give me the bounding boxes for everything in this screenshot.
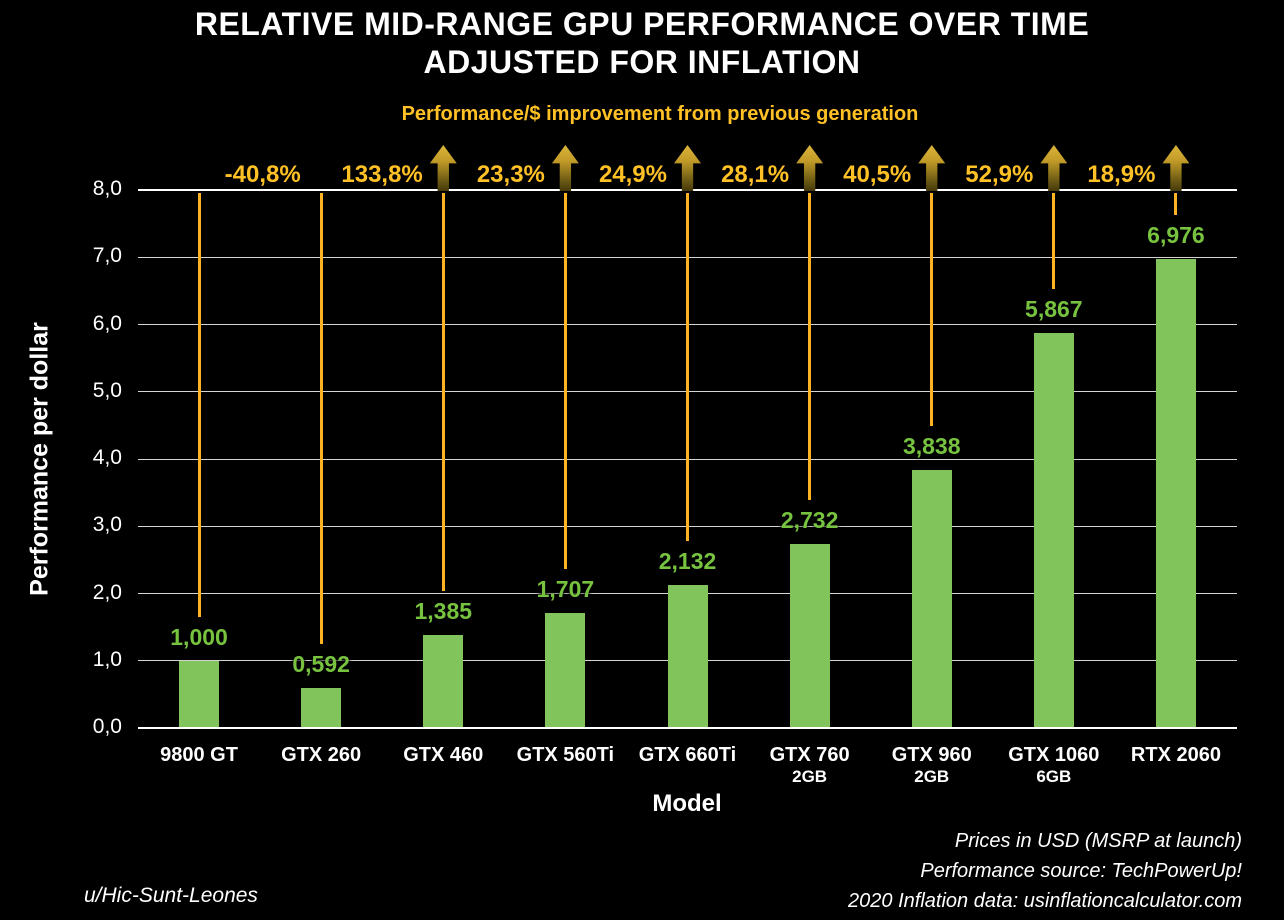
bar xyxy=(789,544,830,728)
bar xyxy=(1155,258,1196,728)
y-tick-label: 4,0 xyxy=(92,446,122,469)
x-tick-model: GTX 960 xyxy=(891,744,972,766)
up-arrow-icon xyxy=(918,145,946,191)
bar-value-label: 6,976 xyxy=(1147,221,1205,248)
y-tick-label: 2,0 xyxy=(92,580,122,604)
x-tick-memory: 2GB xyxy=(792,767,828,786)
x-tick-label: GTX 760 2GB xyxy=(735,744,885,786)
bar-value-label: 1,707 xyxy=(536,576,595,603)
bar-value-label: 3,838 xyxy=(902,432,961,459)
drop-line xyxy=(319,193,323,645)
pct-change-label: 28,1% xyxy=(721,145,824,191)
bar xyxy=(301,688,342,728)
drop-line xyxy=(808,193,812,501)
chart-title-line2: ADJUSTED FOR INFLATION xyxy=(423,44,861,80)
drop-line xyxy=(441,193,445,591)
y-tick-label: 7,0 xyxy=(92,244,122,268)
drop-line xyxy=(930,193,934,426)
y-tick-label: 6,0 xyxy=(92,311,122,335)
pct-change-value: 40,5% xyxy=(843,161,912,188)
x-tick-label: GTX 260 xyxy=(246,744,396,766)
bar-value-label: 0,592 xyxy=(292,651,350,678)
y-tick-label: 5,0 xyxy=(92,378,122,402)
x-tick-model: GTX 1060 xyxy=(1008,744,1100,766)
x-tick-model: GTX 760 xyxy=(769,744,850,766)
bar xyxy=(179,660,220,728)
bar xyxy=(911,469,952,728)
x-tick-model: GTX 460 xyxy=(403,744,484,766)
drop-line xyxy=(197,193,201,617)
bar xyxy=(423,634,464,728)
pct-change-label: 24,9% xyxy=(598,145,701,191)
drop-line xyxy=(563,193,567,570)
x-tick-label: 9800 GT xyxy=(124,744,274,766)
pct-change-value: 28,1% xyxy=(721,161,790,188)
y-tick-label: 8,0 xyxy=(92,177,122,200)
drop-line xyxy=(1052,193,1056,290)
source-note-performance: Performance source: TechPowerUp! xyxy=(920,860,1242,882)
x-tick-label: GTX 960 2GB xyxy=(857,744,1007,786)
x-tick-memory: 2GB xyxy=(914,767,950,786)
source-note-prices: Prices in USD (MSRP at launch) xyxy=(954,830,1242,852)
pct-change-value: 23,3% xyxy=(476,161,545,188)
bar-value-label: 5,867 xyxy=(1025,296,1083,323)
bar-value-label: 2,132 xyxy=(658,547,717,574)
drop-line xyxy=(1174,193,1178,215)
pct-change-label: 40,5% xyxy=(843,145,946,191)
x-tick-model: RTX 2060 xyxy=(1130,744,1221,766)
bar xyxy=(545,613,586,728)
up-arrow-icon xyxy=(674,145,701,191)
x-tick-label: GTX 460 xyxy=(368,744,518,766)
source-notes: Prices in USD (MSRP at launch) Performan… xyxy=(848,826,1242,916)
x-tick-label: GTX 1060 6GB xyxy=(979,744,1129,786)
axis-line xyxy=(138,727,1237,729)
pct-change-label: 23,3% xyxy=(476,145,579,191)
x-axis-title: Model xyxy=(652,790,722,817)
up-arrow-icon xyxy=(551,145,579,191)
x-tick-label: RTX 2060 xyxy=(1101,744,1251,766)
chart-title-line1: RELATIVE MID-RANGE GPU PERFORMANCE OVER … xyxy=(194,6,1090,42)
x-tick-model: GTX 660Ti xyxy=(638,744,737,766)
source-note-inflation: 2020 Inflation data: usinflationcalculat… xyxy=(848,890,1242,912)
pct-change-label: 18,9% xyxy=(1087,145,1190,191)
x-tick-model: GTX 260 xyxy=(281,744,362,766)
up-arrow-icon xyxy=(1162,145,1190,191)
up-arrow-icon xyxy=(429,145,457,191)
bar-value-label: 2,732 xyxy=(780,507,839,534)
up-arrow-icon xyxy=(796,145,824,191)
pct-change-value: 133,8% xyxy=(341,161,423,188)
pct-change-value: 52,9% xyxy=(965,161,1034,188)
y-tick-label: 0,0 xyxy=(92,715,122,738)
bar-value-label: 1,000 xyxy=(170,623,228,650)
author-credit: u/Hic-Sunt-Leones xyxy=(84,884,258,907)
pct-change-label: 52,9% xyxy=(965,145,1068,191)
x-tick-model: GTX 560Ti xyxy=(516,744,615,766)
chart-subtitle: Performance/$ improvement from previous … xyxy=(401,103,919,125)
bar-value-label: 1,385 xyxy=(414,597,473,624)
x-tick-label: GTX 560Ti xyxy=(490,744,640,766)
bar xyxy=(667,584,708,728)
pct-change-value: -40,8% xyxy=(224,161,301,188)
pct-change-value: 18,9% xyxy=(1087,161,1156,188)
x-tick-model: 9800 GT xyxy=(160,744,238,766)
y-tick-label: 1,0 xyxy=(92,647,122,671)
bar xyxy=(1033,333,1074,728)
up-arrow-icon xyxy=(1040,145,1068,191)
chart-title: RELATIVE MID-RANGE GPU PERFORMANCE OVER … xyxy=(0,5,1284,81)
pct-change-label: 133,8% xyxy=(341,145,457,191)
x-tick-label: GTX 660Ti xyxy=(613,744,763,766)
pct-change-value: 24,9% xyxy=(598,161,667,188)
pct-change-label: -40,8% xyxy=(225,145,335,188)
x-tick-memory: 6GB xyxy=(1036,767,1072,786)
drop-line xyxy=(686,193,689,541)
y-tick-label: 3,0 xyxy=(92,513,122,537)
